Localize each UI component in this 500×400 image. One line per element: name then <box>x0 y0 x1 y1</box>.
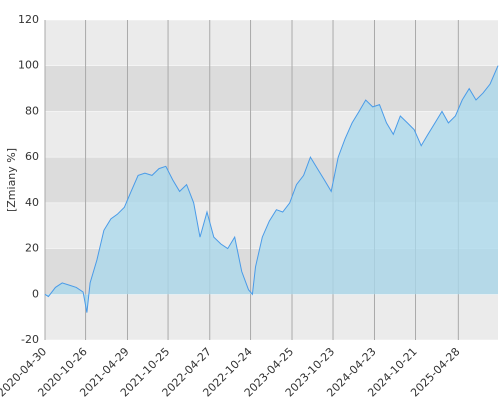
y-tick-label: 40 <box>25 196 39 209</box>
y-axis-label: [Zmiany %] <box>5 148 18 212</box>
y-tick-label: 0 <box>32 287 39 300</box>
y-tick-label: 100 <box>18 59 39 72</box>
area <box>45 65 498 313</box>
band <box>45 65 498 112</box>
line <box>44 65 499 313</box>
y-tick-label: -20 <box>21 333 39 346</box>
y-tick-label: 20 <box>25 242 39 255</box>
y-tick-label: 120 <box>18 13 39 26</box>
y-tick-label: 60 <box>25 150 39 163</box>
y-tick-label: 80 <box>25 104 39 117</box>
